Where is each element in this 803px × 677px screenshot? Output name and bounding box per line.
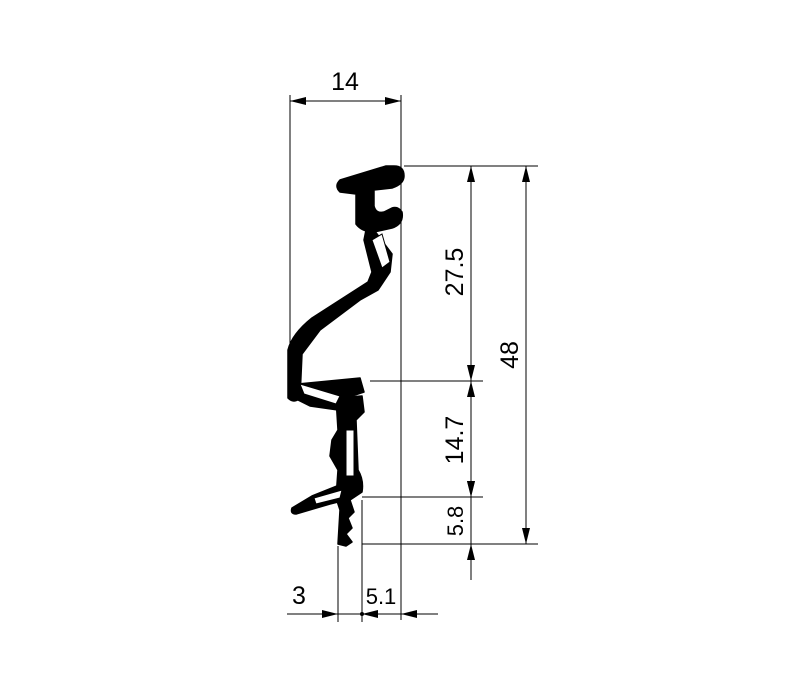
dim-bottom-widths: 3 5.1 bbox=[287, 500, 438, 622]
label-foot-offset: 5.1 bbox=[366, 584, 397, 609]
profile-slot-upper bbox=[371, 233, 391, 269]
dim-width-top: 14 bbox=[289, 68, 402, 620]
dim-middle-height: 14.7 bbox=[441, 381, 475, 497]
label-bottom-height: 5.8 bbox=[443, 506, 468, 537]
dim-upper-height: 27.5 bbox=[441, 166, 475, 381]
label-lip-width: 3 bbox=[292, 582, 306, 610]
extrusion-profile bbox=[287, 165, 405, 547]
extension-lines bbox=[362, 165, 538, 545]
profile-slot-lower bbox=[345, 429, 355, 477]
profile-slot-lip bbox=[313, 489, 343, 505]
label-width-top: 14 bbox=[331, 68, 359, 96]
label-total-height: 48 bbox=[496, 341, 524, 369]
dim-total-height: 48 bbox=[496, 166, 530, 544]
label-upper-height: 27.5 bbox=[441, 248, 469, 297]
profile-top-hook bbox=[336, 165, 405, 233]
dim-bottom-height: 5.8 bbox=[443, 466, 475, 580]
profile-upper-web bbox=[287, 229, 393, 402]
profile-slot-mid bbox=[299, 383, 341, 405]
label-middle-height: 14.7 bbox=[441, 416, 469, 465]
